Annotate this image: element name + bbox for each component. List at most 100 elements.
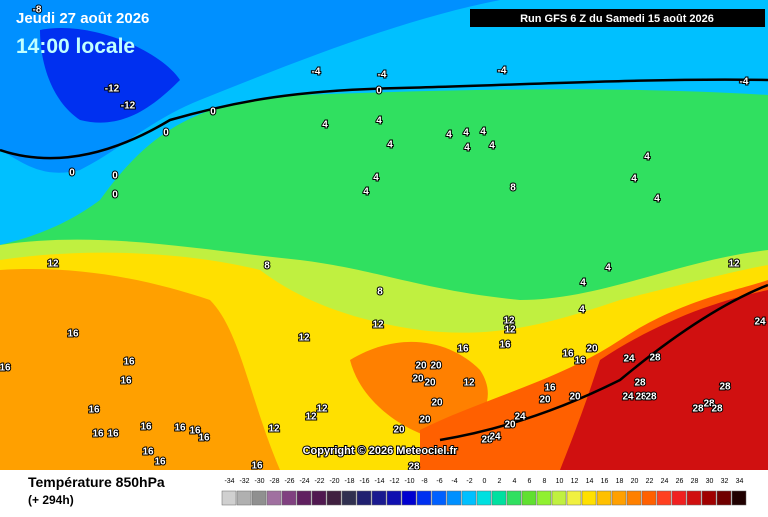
contour-label: 28 xyxy=(719,382,731,393)
scale-label: 22 xyxy=(646,478,654,485)
scale-swatch xyxy=(371,490,387,506)
scale-label: 14 xyxy=(586,478,594,485)
scale-swatch xyxy=(536,490,552,506)
scale-swatch xyxy=(551,490,567,506)
scale-label: -20 xyxy=(329,478,339,485)
scale-swatch xyxy=(491,490,507,506)
contour-label: 4 xyxy=(387,140,393,151)
contour-label: 8 xyxy=(510,183,516,194)
contour-label: 16 xyxy=(123,357,135,368)
scale-swatch xyxy=(386,490,402,506)
scale-label: -2 xyxy=(466,478,472,485)
contour-label: 16 xyxy=(67,329,79,340)
contour-label: 0 xyxy=(112,171,118,182)
contour-label: 20 xyxy=(504,420,516,431)
contour-label: 12 xyxy=(298,333,310,344)
scale-swatch xyxy=(671,490,687,506)
contour-label: 28 xyxy=(649,353,661,364)
contour-label: 16 xyxy=(120,376,132,387)
scale-label: 20 xyxy=(631,478,639,485)
contour-label: 12 xyxy=(372,320,384,331)
scale-label: 8 xyxy=(543,478,547,485)
contour-label: 4 xyxy=(363,187,369,198)
contour-label: 4 xyxy=(376,116,382,127)
contour-label: 4 xyxy=(644,152,650,163)
contour-label: 16 xyxy=(92,429,104,440)
scale-swatch xyxy=(731,490,747,506)
scale-label: 4 xyxy=(513,478,517,485)
contour-label: 28 xyxy=(635,392,647,403)
scale-swatch xyxy=(281,490,297,506)
scale-label: -6 xyxy=(436,478,442,485)
scale-swatch xyxy=(566,490,582,506)
contour-label: 4 xyxy=(605,263,611,274)
contour-label: 4 xyxy=(446,130,452,141)
scale-label: 16 xyxy=(601,478,609,485)
cold-core xyxy=(40,28,180,123)
scale-label: 10 xyxy=(556,478,564,485)
contour-label: 16 xyxy=(88,405,100,416)
contour-label: 16 xyxy=(140,422,152,433)
scale-swatch xyxy=(686,490,702,506)
contour-label: 16 xyxy=(198,433,210,444)
contour-label: 28 xyxy=(703,399,715,410)
scale-swatch xyxy=(416,490,432,506)
scale-swatch xyxy=(596,490,612,506)
contour-label: 0 xyxy=(376,86,382,97)
scale-swatch xyxy=(221,490,237,506)
warm-zone xyxy=(0,269,280,470)
scale-swatch xyxy=(236,490,252,506)
contour-label: 20 xyxy=(586,344,598,355)
scale-label: 0 xyxy=(483,478,487,485)
scale-swatch xyxy=(296,490,312,506)
contour-label: 12 xyxy=(305,412,317,423)
contour-label: 12 xyxy=(268,424,280,435)
scale-label: -14 xyxy=(374,478,384,485)
scale-label: 6 xyxy=(528,478,532,485)
scale-swatch xyxy=(641,490,657,506)
color-scale: -34 -32 -30 -28 -26 -24 -22 -20 -18 -16 -14 -12 -10-… xyxy=(221,478,747,506)
run-info: Run GFS 6 Z du Samedi 15 août 2026 xyxy=(520,13,714,25)
scale-swatch xyxy=(326,490,342,506)
contour-label: 12 xyxy=(728,259,740,270)
footer-title: Température 850hPa xyxy=(28,474,165,490)
scale-swatch xyxy=(581,490,597,506)
contour-label: 0 xyxy=(210,107,216,118)
contour-label: 4 xyxy=(464,143,470,154)
scale-label: -12 xyxy=(389,478,399,485)
scale-swatch xyxy=(701,490,717,506)
contour-label: 16 xyxy=(0,363,11,374)
contour-label: 4 xyxy=(631,174,637,185)
contour-label: 0 xyxy=(69,168,75,179)
hot-zone xyxy=(560,290,768,470)
scale-swatch xyxy=(431,490,447,506)
isotherm-zero xyxy=(0,78,768,160)
scale-label: 24 xyxy=(661,478,669,485)
contour-label: 28 xyxy=(645,392,657,403)
contour-label: 0 xyxy=(163,128,169,139)
contour-label: 12 xyxy=(503,316,515,327)
scale-label: -4 xyxy=(451,478,457,485)
contour-label: 4 xyxy=(579,305,585,316)
contour-label: 20 xyxy=(569,392,581,403)
scale-swatch xyxy=(266,490,282,506)
contour-label: 16 xyxy=(544,383,556,394)
scale-swatch xyxy=(476,490,492,506)
contour-label: 16 xyxy=(142,447,154,458)
copyright: Copyright © 2026 Meteociel.fr xyxy=(303,445,459,457)
contour-label: 28 xyxy=(634,378,646,389)
contour-label: 24 xyxy=(514,412,526,423)
scale-label: 26 xyxy=(676,478,684,485)
contour-label: 20 xyxy=(539,395,551,406)
scale-swatch xyxy=(656,490,672,506)
scale-label: -10 xyxy=(404,478,414,485)
contour-label: 16 xyxy=(251,461,263,472)
isotherm xyxy=(439,283,768,442)
scale-swatch xyxy=(401,490,417,506)
contour-label: 12 xyxy=(316,404,328,415)
forecast-time: 14:00 locale xyxy=(16,35,135,58)
scale-label: 2 xyxy=(498,478,502,485)
contour-label: 20 xyxy=(412,374,424,385)
contour-label: 24 xyxy=(489,432,501,443)
